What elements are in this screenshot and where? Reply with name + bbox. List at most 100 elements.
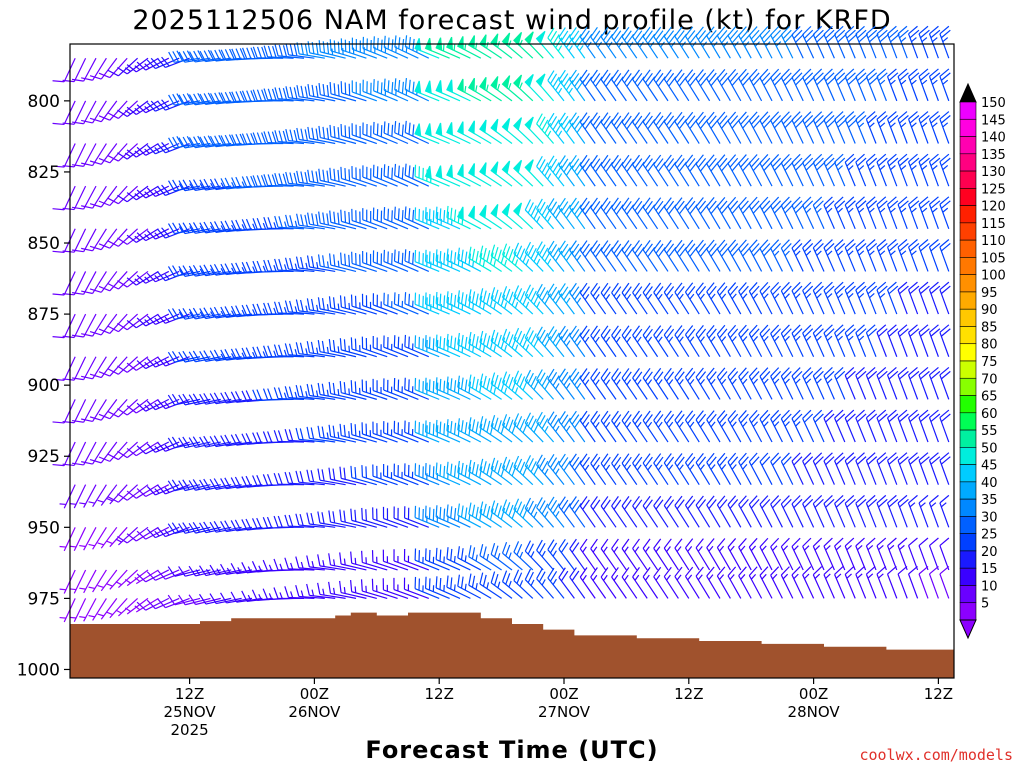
wind-barb [296, 85, 325, 102]
wind-barb [362, 250, 388, 273]
wind-barb [383, 421, 409, 443]
x-tick-label: 28NOV [788, 703, 841, 721]
wind-barb [558, 567, 575, 599]
wind-barb [468, 374, 492, 400]
wind-barb [590, 325, 607, 358]
wind-barb [178, 594, 211, 606]
wind-barb [886, 452, 899, 485]
wind-barb [876, 111, 888, 144]
wind-barb [569, 240, 586, 272]
wind-barb [62, 143, 87, 168]
wind-barb [424, 80, 450, 102]
wind-barb [844, 494, 856, 528]
wind-barb [632, 495, 648, 528]
wind-barb [157, 142, 190, 154]
wind-barb [791, 239, 804, 272]
wind-barb [188, 307, 221, 320]
wind-barb [340, 124, 367, 145]
wind-barb [802, 324, 815, 357]
wind-barb [340, 209, 367, 230]
wind-barb [706, 538, 721, 571]
x-tick-label: 12Z [175, 685, 204, 703]
wind-barb [362, 165, 388, 187]
wind-barb [361, 550, 388, 571]
wind-barb [908, 565, 919, 599]
wind-barb [414, 207, 440, 230]
wind-barb [823, 111, 837, 144]
wind-barb [414, 123, 440, 145]
wind-barb [209, 263, 242, 276]
wind-barb [918, 452, 930, 485]
wind-barb [274, 87, 305, 102]
wind-barb [663, 282, 679, 315]
wind-barb [834, 494, 846, 528]
wind-barb [115, 526, 139, 546]
wind-barb [285, 86, 315, 102]
wind-barb [188, 522, 221, 534]
wind-barb [446, 122, 471, 145]
wind-barb [918, 196, 930, 230]
x-tick-label: 00Z [799, 685, 828, 703]
wind-barb [468, 246, 492, 272]
wind-barb [674, 325, 690, 358]
wind-barb [115, 569, 139, 588]
colorbar-swatch [959, 377, 977, 396]
wind-barb [535, 73, 555, 102]
wind-barb [780, 566, 794, 599]
wind-barb [727, 324, 742, 358]
wind-barb [876, 537, 887, 571]
wind-barb [727, 154, 742, 187]
wind-barb [188, 179, 221, 192]
wind-barb [855, 566, 867, 599]
wind-barb [274, 130, 305, 145]
wind-barb [117, 270, 149, 288]
wind-barb [71, 313, 97, 338]
wind-barb [684, 453, 700, 485]
wind-barb [823, 537, 835, 571]
wind-barb [513, 569, 534, 599]
colorbar-label: 20 [981, 545, 998, 560]
wind-barb [558, 155, 575, 187]
wind-barb [513, 413, 534, 443]
wind-barb [886, 196, 899, 230]
wind-barb [126, 484, 159, 499]
wind-barb [513, 370, 534, 400]
wind-barb [329, 210, 357, 230]
wind-barb [855, 452, 867, 485]
wind-barb [653, 453, 669, 486]
wind-barb [802, 537, 815, 571]
wind-barb [340, 81, 367, 102]
wind-barb [770, 367, 783, 400]
wind-barb [403, 506, 430, 528]
wind-barb [189, 50, 221, 63]
wind-barb [611, 325, 627, 358]
wind-barb [490, 542, 513, 571]
wind-barb [908, 111, 920, 144]
colorbar-label: 120 [981, 200, 1006, 215]
wind-barb [435, 122, 461, 145]
wind-barb [738, 111, 752, 144]
wind-barb [632, 282, 648, 315]
wind-barb [457, 418, 482, 443]
wind-barb [479, 204, 502, 230]
wind-barb [383, 378, 409, 400]
wind-barb [590, 410, 607, 443]
wind-barb [706, 154, 721, 187]
wind-barb [748, 367, 763, 400]
wind-barb [600, 325, 617, 358]
y-tick-label: 875 [28, 305, 60, 325]
wind-barb [928, 111, 941, 144]
wind-barb [513, 202, 534, 230]
wind-barb [157, 597, 190, 609]
colorbar-swatch [959, 274, 977, 293]
wind-barb [536, 198, 555, 230]
wind-barb [674, 495, 690, 528]
wind-barb [97, 484, 118, 506]
wind-barb [897, 25, 909, 59]
wind-barb [361, 422, 388, 443]
wind-barb [404, 163, 430, 187]
wind-barb [136, 569, 170, 583]
wind-barb [908, 452, 920, 485]
wind-barb [178, 308, 211, 320]
